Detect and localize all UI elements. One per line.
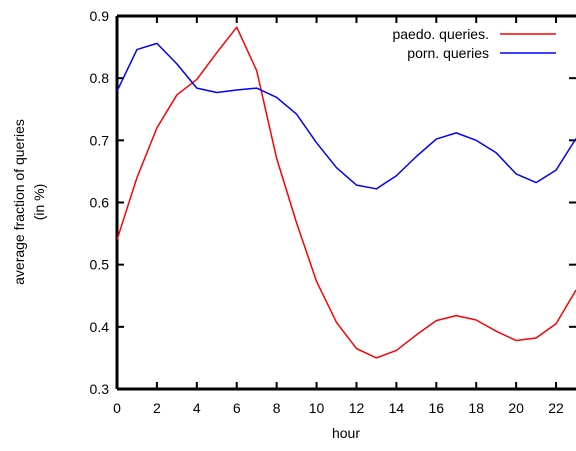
y-tick-label: 0.6 [90, 195, 110, 211]
x-tick-label: 0 [113, 400, 121, 416]
x-tick-label: 12 [349, 400, 365, 416]
series-layer [117, 26, 576, 359]
legend-label-paedo: paedo. queries. [392, 26, 489, 42]
y-tick-label: 0.7 [90, 132, 110, 148]
series-line-paedo [117, 26, 576, 359]
x-tick-label: 4 [193, 400, 201, 416]
x-tick-label: 18 [468, 400, 484, 416]
y-axis-title-line-1: average fraction of queries [11, 119, 27, 285]
axis-labels: 0.3 0.4 0.5 0.6 0.7 0.8 0.9 0 2 4 6 8 10 12 14 16 18 20 22… [11, 8, 564, 441]
x-tick-label: 14 [389, 400, 405, 416]
x-tick-label: 10 [309, 400, 325, 416]
series-line-porn [117, 42, 576, 190]
x-tick-label: 6 [233, 400, 241, 416]
y-tick-label: 0.9 [90, 8, 110, 24]
y-tick-label: 0.5 [90, 257, 110, 273]
legend: paedo. queries. porn. queries [392, 26, 556, 61]
x-tick-label: 20 [508, 400, 524, 416]
x-tick-label: 16 [429, 400, 445, 416]
x-tick-label: 2 [153, 400, 161, 416]
y-axis-title-line-2: (in %) [31, 184, 47, 221]
x-axis-title: hour [332, 425, 360, 441]
x-tick-label: 8 [273, 400, 281, 416]
y-tick-label: 0.4 [90, 319, 110, 335]
legend-label-porn: porn. queries [407, 45, 489, 61]
x-tick-label: 22 [548, 400, 564, 416]
axes-layer [115, 14, 576, 391]
y-tick-label: 0.8 [90, 70, 110, 86]
y-tick-label: 0.3 [90, 381, 110, 397]
